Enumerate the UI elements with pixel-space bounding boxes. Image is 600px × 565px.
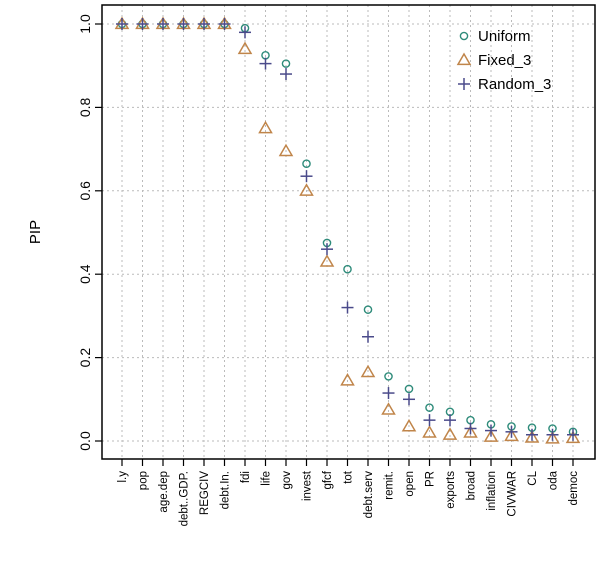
point-random-3 [423, 414, 436, 427]
point-random-3 [321, 243, 333, 256]
point-random-3 [341, 301, 354, 314]
x-tick-label: gfcf [322, 470, 334, 489]
x-tick-label: gov [281, 471, 293, 490]
grid-lines [102, 5, 595, 459]
series-random-3 [116, 18, 579, 441]
x-tick-label: debt..GDP. [179, 471, 191, 526]
point-fixed-3 [483, 429, 499, 442]
x-tick-label: exports [445, 471, 457, 509]
x-tick-label: l.y [117, 471, 129, 483]
point-uniform [302, 159, 311, 168]
point-fixed-3 [463, 425, 478, 438]
point-fixed-3 [299, 183, 314, 196]
y-tick-label: 0.6 [77, 181, 93, 201]
x-tick-label: broad [466, 471, 478, 500]
point-random-3 [116, 18, 128, 30]
point-fixed-3 [422, 425, 437, 438]
point-fixed-3 [524, 430, 540, 443]
x-tick-label: inflation [486, 471, 498, 511]
point-random-3 [567, 428, 579, 441]
x-tick-label: remit. [384, 471, 396, 500]
point-random-3 [157, 18, 169, 30]
legend-marker-fixed-3 [456, 52, 472, 66]
y-tick-label: 0.8 [77, 97, 93, 117]
point-random-3 [382, 387, 395, 400]
y-tick-label: 0.2 [77, 348, 93, 368]
y-tick-label: 0.4 [77, 264, 93, 284]
point-fixed-3 [442, 427, 458, 440]
x-tick-label: oda [548, 470, 560, 490]
point-uniform [343, 264, 352, 274]
point-random-3 [526, 428, 538, 441]
point-random-3 [259, 57, 272, 70]
y-axis: 0.0 0.2 0.4 0.6 0.8 1.0 [77, 14, 102, 451]
x-tick-label: debt.serv [363, 471, 375, 519]
point-uniform [363, 305, 373, 314]
point-fixed-3 [545, 431, 560, 444]
y-tick-label: 1.0 [77, 14, 93, 34]
legend: Uniform Fixed_3 Random_3 [456, 28, 551, 93]
point-fixed-3 [258, 120, 273, 134]
x-tick-label: age.dep [158, 471, 170, 513]
x-tick-label: PR [425, 471, 437, 487]
x-tick-label: tot [343, 470, 355, 484]
point-random-3 [218, 18, 231, 30]
point-fixed-3 [565, 430, 581, 444]
y-axis-title: PIP [27, 220, 44, 244]
point-random-3 [280, 68, 292, 81]
x-tick-label: democ [568, 471, 580, 506]
x-axis: l.y pop age.dep debt..GDP. REGCIV debt.In. fdi… [117, 459, 580, 526]
x-tick-label: REGCIV [199, 471, 211, 515]
point-random-3 [198, 18, 210, 30]
x-tick-label: life [261, 471, 273, 486]
point-uniform [384, 372, 393, 381]
point-fixed-3 [504, 428, 519, 442]
point-random-3 [362, 330, 374, 343]
legend-label-fixed-3: Fixed_3 [478, 52, 531, 69]
point-fixed-3 [381, 402, 396, 415]
point-fixed-3 [401, 418, 417, 432]
x-tick-label: open [404, 471, 416, 497]
point-fixed-3 [278, 143, 294, 157]
x-tick-label: CIVWAR [507, 471, 519, 517]
legend-label-random-3: Random_3 [478, 76, 551, 93]
point-fixed-3 [340, 373, 355, 386]
x-tick-label: CL [527, 470, 539, 485]
data-points [114, 16, 581, 444]
point-random-3 [546, 428, 559, 441]
legend-label-uniform: Uniform [478, 28, 531, 45]
point-random-3 [136, 18, 149, 30]
point-random-3 [300, 170, 313, 183]
point-uniform [281, 59, 291, 68]
point-fixed-3 [360, 364, 376, 378]
point-random-3 [177, 18, 190, 30]
point-uniform [425, 403, 434, 412]
legend-marker-random-3 [458, 78, 470, 90]
x-tick-label: fdi [240, 471, 252, 483]
point-random-3 [464, 422, 477, 435]
point-fixed-3 [237, 41, 253, 55]
x-tick-label: invest [302, 470, 314, 501]
point-uniform [404, 384, 414, 394]
point-random-3 [444, 414, 456, 427]
x-tick-label: pop [138, 471, 150, 490]
point-random-3 [239, 26, 251, 39]
x-tick-label: debt.In. [220, 471, 232, 509]
legend-marker-uniform [459, 31, 469, 41]
plot-frame [101, 4, 596, 460]
point-random-3 [403, 393, 415, 406]
point-random-3 [485, 424, 497, 437]
point-fixed-3 [319, 254, 335, 267]
y-tick-label: 0.0 [77, 431, 93, 451]
point-random-3 [505, 425, 518, 438]
